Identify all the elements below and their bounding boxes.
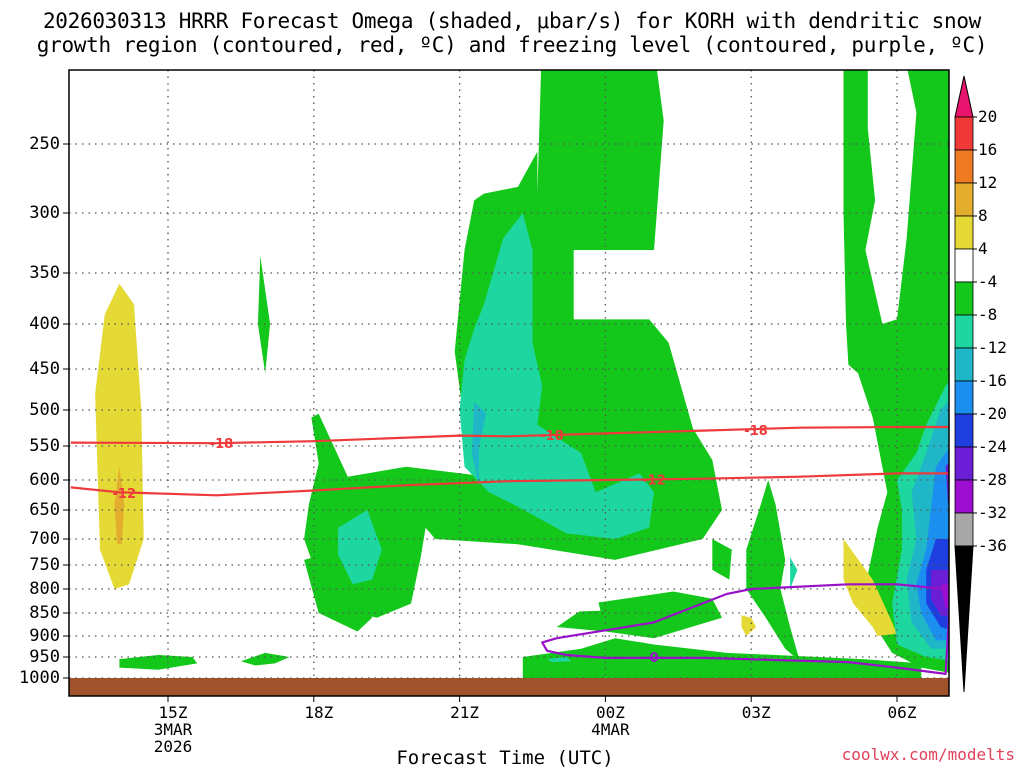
omega-green-blob [257,256,271,374]
y-tick-label: 600 [29,470,60,490]
y-tick-label: 800 [29,579,60,599]
colorbar-label: 12 [978,173,998,192]
omega-yellow-column [95,283,144,589]
omega-teal-blob [547,657,572,663]
colorbar-label: -8 [978,305,998,324]
y-tick-label: 350 [29,263,60,283]
chart-title-line-2: growth region (contoured, red, ºC) and f… [36,33,988,57]
omega-green-blob [240,652,290,666]
x-tick-date-label: 2026 [153,737,193,756]
colorbar-swatch [954,512,974,547]
contour-line [541,583,949,676]
y-tick-label: 300 [29,203,60,223]
colorbar-swatch [954,281,974,316]
omega-green-mid [712,539,732,580]
omega-white-hole [527,589,601,613]
y-tick-label: 850 [29,603,60,623]
temperature-contours: -18 -18 -18 -12 -12 0 [70,424,949,676]
omega-purple-right [931,569,949,617]
chart-title-line-1: 2026030313 HRRR Forecast Omega (shaded, … [42,9,982,33]
colorbar-swatch [954,215,974,250]
colorbar-top-arrow [954,75,974,118]
contour-label: 0 [649,651,658,666]
contour-line [70,425,949,445]
colorbar-label: -36 [978,536,1007,555]
x-tick-date-label: 3MAR [153,720,193,739]
x-tick-label: 21Z [450,703,480,722]
x-tick-label: 18Z [304,703,334,722]
colorbar-label: -16 [978,371,1007,390]
ground-band [69,678,949,696]
x-tick-label: 06Z [887,703,917,722]
colorbar-swatch [954,149,974,184]
colorbar-label: -12 [978,338,1007,357]
colorbar-swatch [954,479,974,514]
y-tick-label: 950 [29,647,60,667]
axis-ticks [63,143,898,702]
y-tick-label: 400 [29,314,60,334]
omega-yellow-blob [741,615,757,636]
contour-label: -12 [113,487,137,502]
colorbar-label: 20 [978,107,998,126]
contour-line [70,472,949,497]
contour-label: -18 [210,437,234,452]
colorbar-label: -20 [978,404,1007,423]
colorbar-label: 4 [978,239,988,258]
contour-label: -18 [540,429,564,444]
colorbar-swatch [954,446,974,481]
colorbar [954,75,977,693]
omega-orange-core [114,466,125,545]
y-tick-label: 550 [29,436,60,456]
y-tick-label: 450 [29,359,60,379]
omega-teal-blob [338,510,382,585]
colorbar-label: -24 [978,437,1007,456]
y-tick-label: 700 [29,529,60,549]
x-tick-date-label: 4MAR [591,720,630,739]
contour-label: -18 [744,424,768,439]
colorbar-swatch [954,413,974,448]
omega-white-hole [865,70,917,324]
omega-shading [95,70,949,678]
colorbar-swatch [954,380,974,415]
colorbar-swatch [954,347,974,382]
y-tick-label: 1000 [19,668,60,688]
colorbar-label: 16 [978,140,998,159]
y-tick-label: 650 [29,500,60,520]
colorbar-label: -28 [978,470,1007,489]
y-tick-label: 900 [29,626,60,646]
colorbar-swatch [954,314,974,349]
plot-frame [68,69,950,697]
colorbar-bottom-arrow [954,545,974,693]
omega-white-hole [573,250,654,320]
omega-teal-region [459,213,654,539]
omega-green-blob [119,655,198,670]
colorbar-swatch [954,248,974,283]
omega-yellow-blob [843,539,897,636]
omega-teal-blob [790,557,798,589]
omega-green-mid [746,480,800,662]
omega-green-lower [304,549,373,632]
x-tick-label: 15Z [158,703,188,722]
x-tick-label: 00Z [595,703,625,722]
omega-cyan-core [471,402,487,487]
colorbar-label: -4 [978,272,998,291]
colorbar-label: -32 [978,503,1007,522]
colorbar-swatch [954,182,974,217]
colorbar-label: 8 [978,206,988,225]
x-tick-label: 03Z [741,703,771,722]
contour-label: -12 [642,473,666,488]
x-axis-title: Forecast Time (UTC) [396,747,614,769]
colorbar-swatch [954,116,974,151]
y-tick-label: 750 [29,555,60,575]
y-tick-label: 500 [29,400,60,420]
y-tick-label: 250 [29,134,60,154]
credit-text: coolwx.com/modelts [841,745,1015,764]
